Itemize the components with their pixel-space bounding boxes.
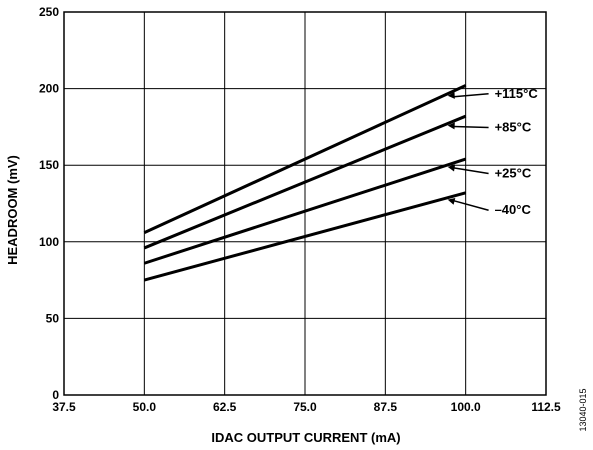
series-label: +85°C (495, 119, 532, 134)
arrowhead (447, 198, 456, 205)
series-label: +115°C (495, 86, 539, 101)
y-tick-label: 200 (39, 82, 59, 96)
series-line (143, 191, 467, 282)
y-tick-label: 50 (46, 311, 60, 325)
x-tick-label: 62.5 (213, 400, 237, 414)
arrowhead (447, 122, 455, 130)
series-lines (143, 84, 467, 282)
series-annotations: +115°C +85°C +25°C –40°C (447, 86, 539, 217)
leader-line (453, 125, 489, 129)
series-line (143, 157, 467, 265)
x-tick-label: 112.5 (531, 400, 561, 414)
leader-line (453, 93, 489, 98)
series-line (143, 114, 467, 250)
leader-line (453, 199, 489, 211)
x-tick-label: 87.5 (374, 400, 398, 414)
series-label: –40°C (495, 202, 532, 217)
y-tick-label: 150 (39, 158, 59, 172)
arrowhead (447, 164, 456, 172)
series-label: +25°C (495, 165, 532, 180)
series-line (143, 84, 467, 234)
grid (63, 11, 547, 396)
figure-id: 13040-015 (578, 388, 588, 431)
y-axis-label: HEADROOM (mV) (5, 155, 20, 265)
x-tick-label: 50.0 (133, 400, 157, 414)
plot-frame (63, 11, 547, 396)
y-tick-label: 0 (52, 388, 59, 402)
leader-line (453, 167, 489, 175)
x-tick-label: 75.0 (293, 400, 317, 414)
y-tick-labels: 0 50 100 150 200 250 (39, 5, 59, 402)
y-tick-label: 250 (39, 5, 59, 19)
arrowhead (447, 91, 455, 99)
x-tick-label: 37.5 (52, 400, 76, 414)
x-axis-label: IDAC OUTPUT CURRENT (mA) (211, 430, 400, 445)
x-tick-label: 100.0 (451, 400, 481, 414)
x-tick-labels: 37.5 50.0 62.5 75.0 87.5 100.0 112.5 (52, 400, 561, 414)
y-tick-label: 100 (39, 235, 59, 249)
